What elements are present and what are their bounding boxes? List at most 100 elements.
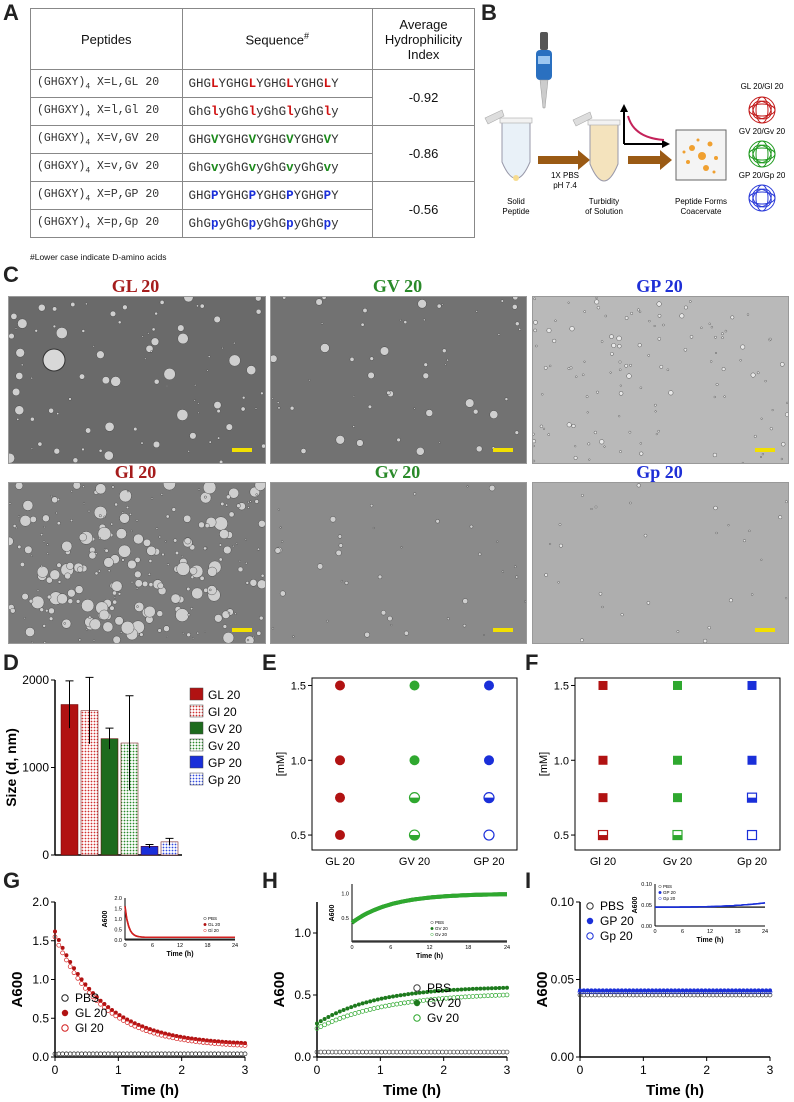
inset-x-tick-label: 18 (465, 945, 471, 951)
data-point (367, 1049, 373, 1055)
y-tick-label: 0.0 (294, 1050, 311, 1064)
data-point (627, 988, 632, 993)
peptide-name: (GHGXY)4 X=P,GP 20 (30, 181, 183, 210)
data-point (375, 1049, 381, 1055)
data-point (493, 986, 498, 991)
peptide-name: (GHGXY)4 X=v,Gv 20 (30, 153, 183, 182)
data-point (174, 1051, 179, 1057)
legend-label: GP 20 (208, 756, 242, 770)
data-point (448, 988, 452, 993)
label-coacervate-1: Peptide Forms (675, 197, 727, 206)
phase-marker (409, 680, 420, 691)
data-point (208, 1051, 214, 1057)
data-point (597, 988, 601, 993)
marker-full (747, 680, 757, 690)
chart-d: 0 1000 2000 Size (d, nm) GL 20 Gl 20 GV 20 Gv 2… (3, 673, 242, 862)
label-solid-1: Solid (507, 197, 525, 206)
data-point (387, 995, 392, 1000)
data-point (463, 987, 468, 992)
x-tick-label: 2 (178, 1063, 185, 1077)
peptide-sequence: GHGPYGHGPYGHGPYGHGPY (181, 181, 374, 210)
inset-legend-label: Gp 20 (663, 896, 676, 901)
inset-y-axis-label: A600 (102, 911, 109, 928)
y-tick-label: 1.0 (32, 973, 49, 987)
legend-label: Gv 20 (208, 739, 240, 753)
schematic-b: Solid Peptide 1X PBS pH 7.4 Turbidity of… (484, 32, 786, 216)
data-point (593, 988, 598, 993)
data-point (314, 1026, 320, 1031)
data-point (371, 1049, 377, 1055)
marker-full (335, 792, 345, 803)
marker-half-fill (409, 835, 420, 841)
data-point (322, 1022, 327, 1028)
data-point (67, 1051, 73, 1057)
data-point (87, 986, 92, 991)
data-point (695, 988, 700, 993)
micrograph-title: GV 20 (372, 276, 423, 296)
pipette-icon (536, 32, 552, 109)
legend-marker (413, 1014, 421, 1022)
data-point (56, 937, 61, 942)
data-point (612, 988, 617, 993)
data-point (402, 1049, 407, 1055)
data-point (238, 1051, 244, 1057)
data-point (352, 1011, 358, 1016)
scale-bar (232, 448, 252, 452)
data-point (470, 1049, 476, 1055)
legend-label: Gv 20 (427, 1011, 459, 1025)
x-tick-label: GP 20 (474, 856, 505, 868)
data-point (733, 988, 738, 993)
marker-half-fill (747, 797, 757, 803)
data-point (497, 1049, 502, 1055)
data-point (413, 1049, 419, 1055)
y-tick-label: 2000 (22, 673, 49, 687)
data-point (360, 1001, 365, 1006)
peptide-name: (GHGXY)4 X=L,GL 20 (30, 69, 183, 98)
scale-bar (493, 628, 513, 632)
data-point (669, 988, 674, 993)
data-point (481, 1049, 487, 1055)
data-point (98, 998, 103, 1003)
data-point (345, 1006, 350, 1011)
data-point (318, 1049, 324, 1055)
data-point (745, 988, 750, 993)
label-pbs-1: 1X PBS (551, 171, 579, 180)
label-solid-2: Peptide (502, 207, 530, 216)
legend-label: GV 20 (208, 722, 242, 736)
data-point (405, 1049, 411, 1055)
peptide-sequence: GHGVYGHGVYGHGVYGHGVY (181, 125, 374, 154)
data-point (718, 988, 723, 993)
data-point (124, 1051, 130, 1057)
data-point (654, 988, 658, 993)
inset-legend-marker (203, 923, 207, 927)
data-point (493, 1049, 498, 1055)
data-point (398, 1001, 403, 1006)
data-point (151, 1051, 157, 1057)
data-point (105, 1008, 111, 1013)
legend-marker (61, 1024, 69, 1032)
data-point (345, 1049, 350, 1055)
legend-swatch (189, 704, 204, 718)
data-point (432, 1049, 438, 1055)
data-point (90, 1051, 96, 1057)
data-point (470, 986, 475, 991)
data-point (337, 1016, 343, 1021)
data-point (466, 1049, 472, 1055)
decay-graph-icon (620, 104, 670, 148)
y-tick-label: 0.5 (554, 830, 569, 842)
inset-x-tick-label: 24 (762, 929, 768, 935)
x-tick-label: GL 20 (325, 856, 355, 868)
data-point (86, 990, 92, 996)
header-sequence: Sequence# (181, 8, 374, 70)
data-point (657, 988, 662, 993)
inset-y-axis-label: A600 (329, 905, 336, 922)
data-point (421, 990, 426, 995)
data-point (60, 945, 65, 950)
data-point (703, 988, 708, 993)
legend-label: GL 20 (208, 688, 241, 702)
data-point (504, 1049, 510, 1055)
data-point (409, 1049, 415, 1055)
y-tick-label: 0.10 (551, 895, 575, 909)
data-point (117, 1051, 122, 1057)
